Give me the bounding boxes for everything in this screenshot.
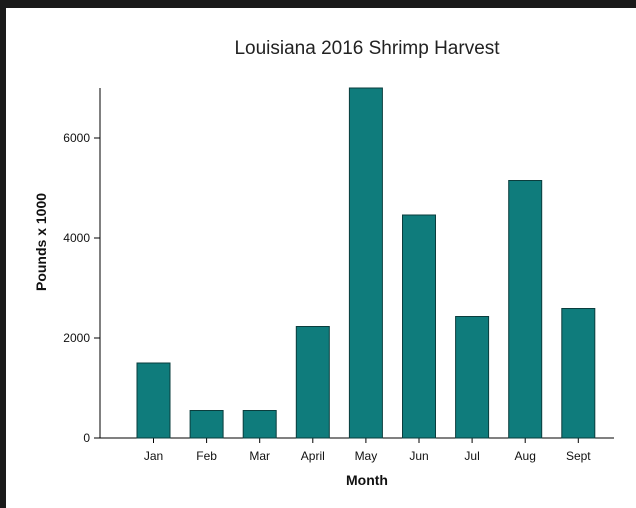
y-axis: 0 2000 4000 6000 — [63, 88, 101, 445]
bar-aug — [508, 180, 543, 439]
bar-sept — [561, 308, 596, 439]
bar-mar — [242, 410, 277, 439]
bar-jan — [136, 362, 171, 439]
x-tick-label: Feb — [196, 449, 217, 463]
x-tick-label: May — [355, 449, 378, 463]
y-tick-label: 6000 — [63, 131, 90, 145]
x-tick-label: Jun — [409, 449, 428, 463]
y-tick-label: 2000 — [63, 331, 90, 345]
bars — [136, 87, 596, 439]
x-tick-label: Jul — [464, 449, 479, 463]
bar-jul — [455, 316, 490, 439]
y-axis-title: Pounds x 1000 — [33, 193, 49, 291]
chart-title: Louisiana 2016 Shrimp Harvest — [234, 38, 500, 59]
x-axis-title: Month — [346, 472, 388, 488]
bar-chart: Louisiana 2016 Shrimp Harvest 0 2000 4000 6… — [33, 38, 614, 488]
bar-feb — [189, 410, 224, 439]
x-tick-label: Sept — [566, 449, 591, 463]
x-tick-label: April — [301, 449, 325, 463]
y-tick-label: 0 — [83, 431, 90, 445]
x-axis: Jan Feb Mar April May Jun Jul Aug Sept — [100, 437, 614, 463]
x-tick-label: Mar — [249, 449, 270, 463]
bar-april — [295, 326, 330, 439]
bar-may — [348, 87, 383, 439]
y-tick-label: 4000 — [63, 231, 90, 245]
x-tick-label: Aug — [515, 449, 536, 463]
x-tick-label: Jan — [144, 449, 163, 463]
bar-jun — [402, 214, 436, 439]
chart-frame: Louisiana 2016 Shrimp Harvest 0 2000 4000 6… — [6, 8, 636, 508]
